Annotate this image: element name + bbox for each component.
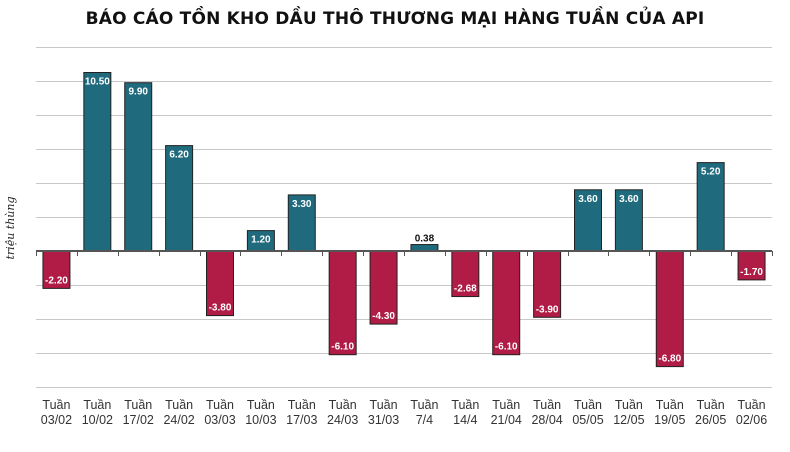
bar: [328, 250, 357, 356]
x-tick-label: Tuần: [247, 398, 275, 412]
x-tick-label: Tuần: [738, 398, 766, 412]
x-tick-label: 14/4: [453, 413, 477, 427]
x-axis: [36, 250, 773, 256]
x-tick-label: Tuần: [83, 398, 111, 412]
x-tick-label: 02/06: [736, 413, 767, 427]
x-tick-label: 10/03: [245, 413, 276, 427]
bar: [206, 250, 234, 317]
data-label: -6.10: [331, 342, 354, 353]
data-label: -2.20: [45, 275, 68, 286]
data-label: -1.70: [740, 267, 763, 278]
data-label: -6.80: [658, 354, 681, 365]
data-label: 3.30: [292, 199, 312, 210]
chart-title: BÁO CÁO TỒN KHO DẦU THÔ THƯƠNG MẠI HÀNG …: [85, 9, 705, 29]
data-label: 3.60: [619, 194, 639, 205]
x-tick-label: Tuần: [288, 398, 316, 412]
data-label: 1.20: [251, 235, 271, 246]
x-tick-label: Tuần: [697, 398, 725, 412]
x-tick-label: 21/04: [491, 413, 522, 427]
x-tick-label: Tuần: [615, 398, 643, 412]
bars: [42, 72, 766, 368]
data-label: 0.38: [415, 234, 435, 245]
x-tick-label: Tuần: [124, 398, 152, 412]
x-tick-label: Tuần: [370, 398, 398, 412]
data-label: -6.10: [495, 342, 518, 353]
gridlines: [36, 47, 772, 388]
x-tick-label: 17/02: [123, 413, 154, 427]
data-label: -4.30: [372, 311, 395, 322]
data-label: 9.90: [128, 87, 148, 98]
data-label: -3.90: [536, 304, 559, 315]
x-tick-label: 26/05: [695, 413, 726, 427]
x-tick-label: 31/03: [368, 413, 399, 427]
data-label: 3.60: [578, 194, 598, 205]
x-tick-label: 10/02: [82, 413, 113, 427]
x-tick-label: Tuần: [206, 398, 234, 412]
x-tick-label: 24/03: [327, 413, 358, 427]
bar: [83, 72, 112, 252]
bar: [42, 250, 71, 289]
bar: [124, 82, 153, 252]
x-tick-label: 28/04: [531, 413, 562, 427]
x-tick-label: 03/03: [204, 413, 235, 427]
x-tick-label: Tuần: [451, 398, 479, 412]
x-tick-label: 05/05: [572, 413, 603, 427]
x-tick-label: 24/02: [163, 413, 194, 427]
data-label: 6.20: [169, 150, 189, 161]
x-tick-label: 7/4: [416, 413, 433, 427]
x-tick-label: 12/05: [613, 413, 644, 427]
data-label: -3.80: [209, 303, 232, 314]
x-tick-label: 19/05: [654, 413, 685, 427]
bar: [369, 250, 398, 325]
x-tick-labels: Tuần03/02Tuần10/02Tuần17/02Tuần24/02Tuần…: [41, 398, 767, 427]
data-label: -2.68: [454, 284, 477, 295]
x-tick-label: Tuần: [165, 398, 193, 412]
bar: [165, 145, 194, 252]
x-tick-label: Tuần: [329, 398, 357, 412]
data-labels: -2.20 10.50 9.90 6.20 -3.80 1.20 3.30 -6.10 -4.3…: [45, 77, 763, 365]
x-tick-label: Tuần: [574, 398, 602, 412]
bar: [287, 194, 316, 252]
x-tick-label: 17/03: [286, 413, 317, 427]
x-tick-label: Tuần: [533, 398, 561, 412]
data-label: 5.20: [701, 167, 721, 178]
x-tick-label: Tuần: [42, 398, 70, 412]
bar: [696, 162, 725, 252]
bar: [533, 250, 562, 318]
data-label: 10.50: [85, 77, 110, 88]
x-tick-label: Tuần: [410, 398, 438, 412]
x-tick-label: 03/02: [41, 413, 72, 427]
bar: [737, 250, 766, 281]
bar: [492, 250, 521, 356]
x-tick-label: Tuần: [656, 398, 684, 412]
bar: [655, 250, 684, 368]
bar: [614, 189, 643, 252]
bar: [451, 250, 480, 298]
x-tick-label: Tuần: [492, 398, 520, 412]
